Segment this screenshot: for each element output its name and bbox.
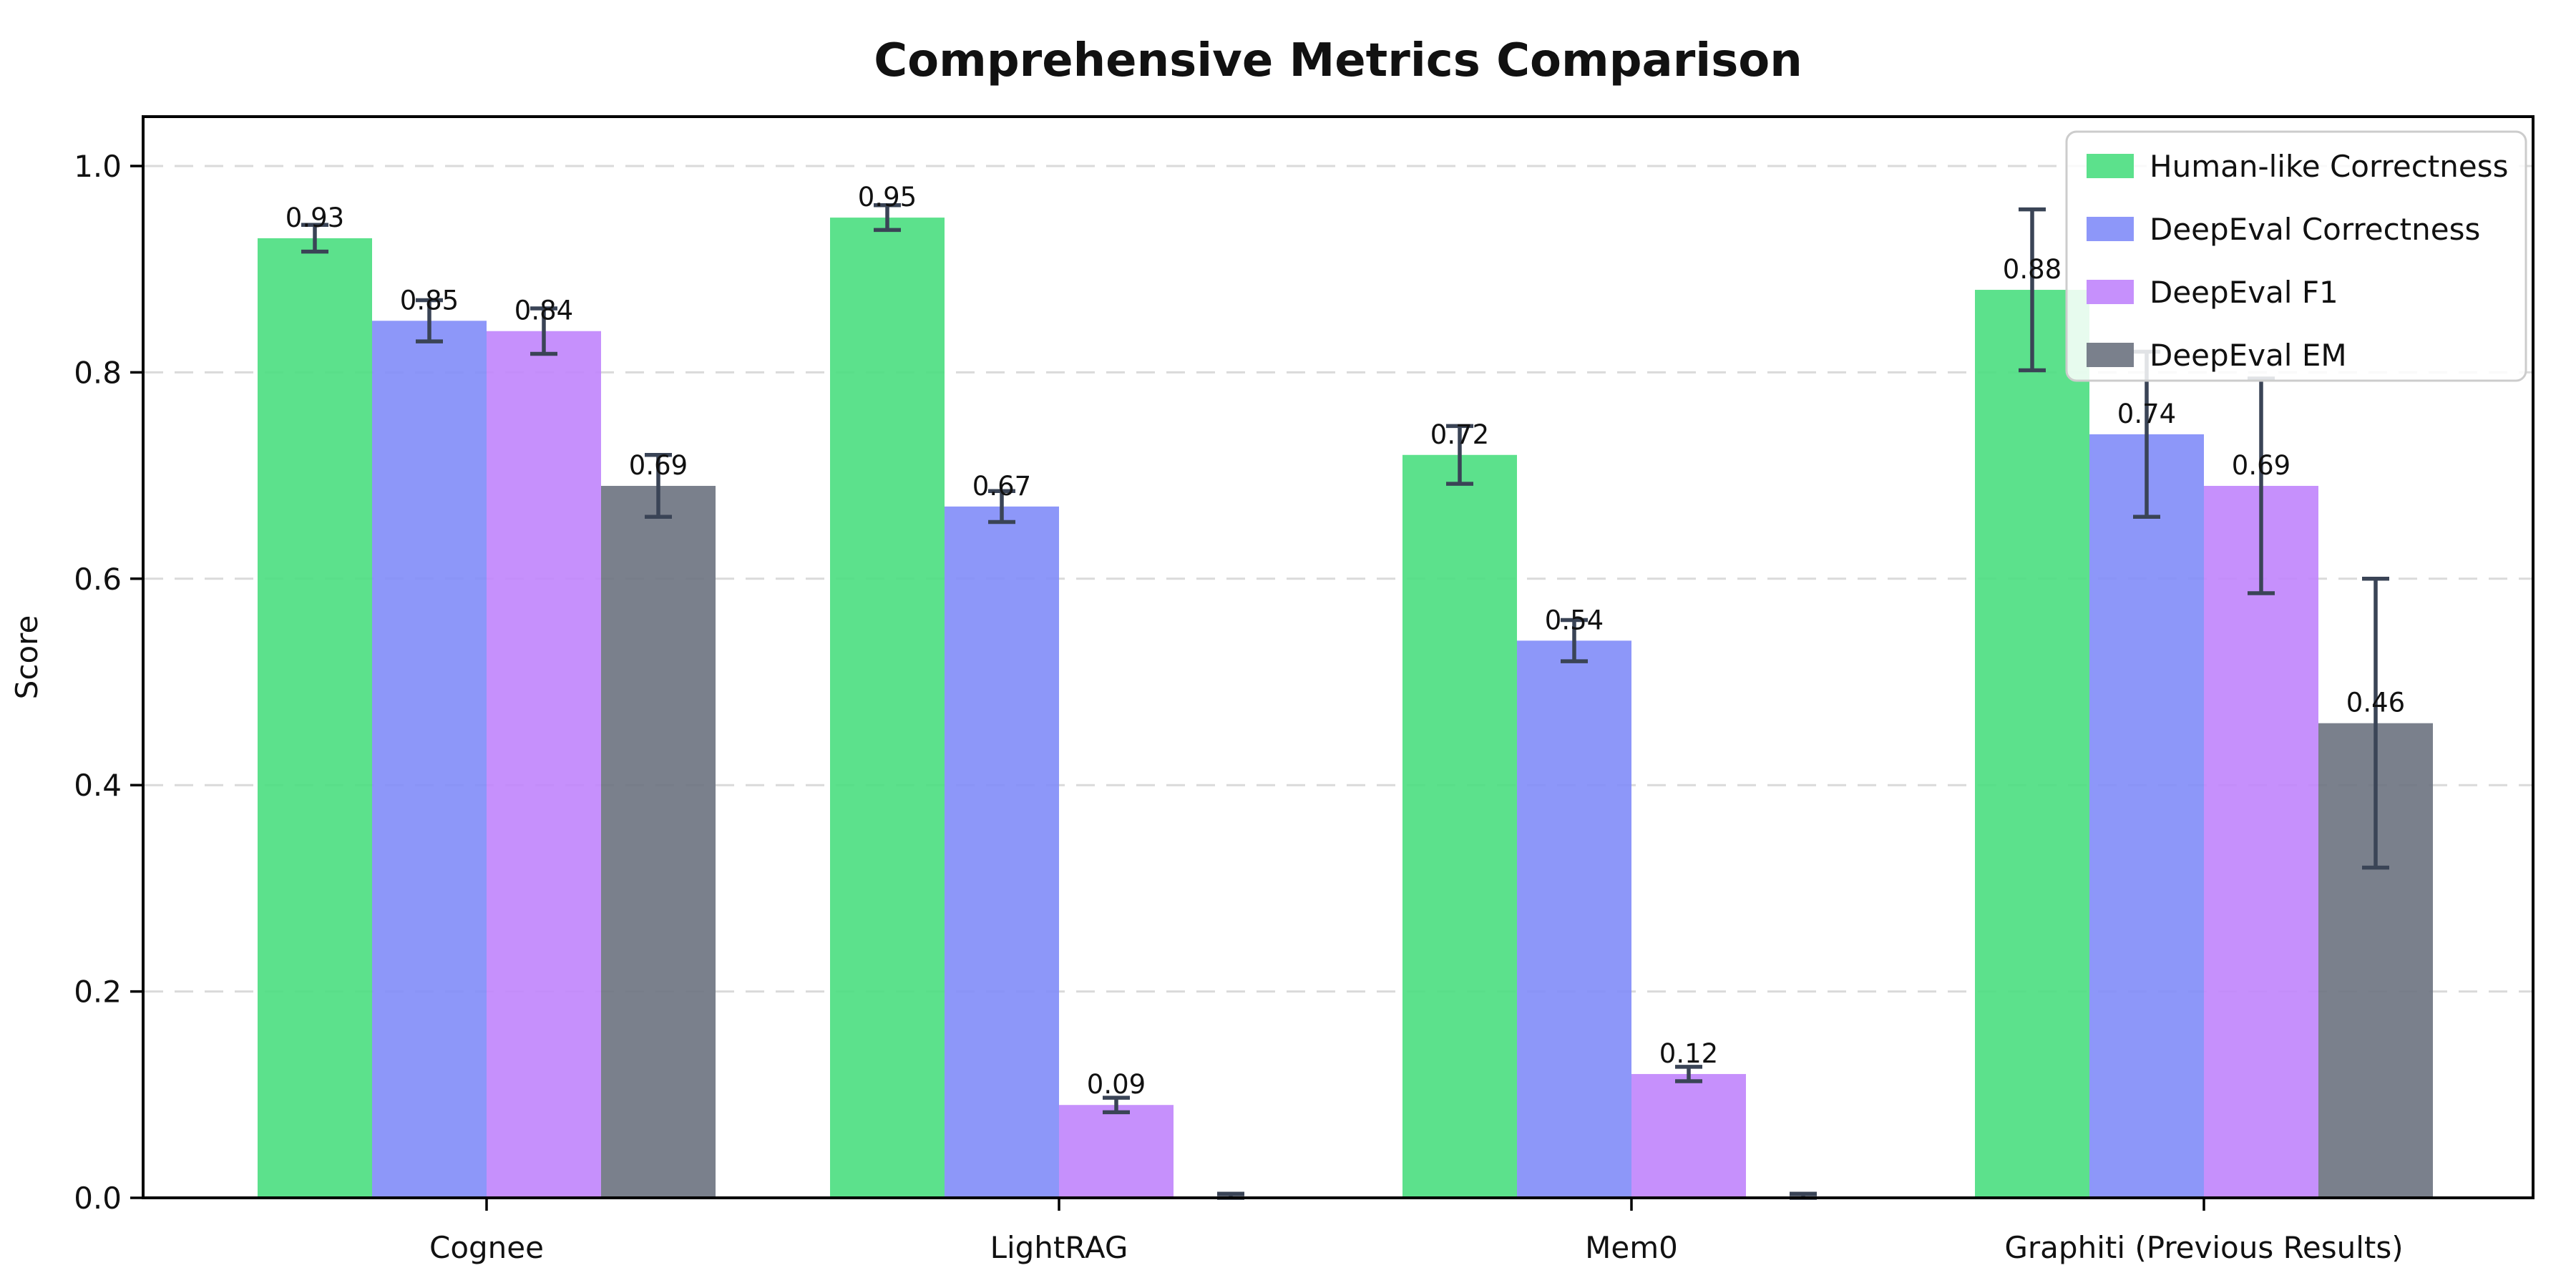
value-label-graphiti-previous-results-deepeval-f1: 0.69: [2232, 450, 2290, 481]
value-labels: 0.93 0.95 0.72 0.88 0.85 0.67 0.54 0.74 0.84 0.09…: [286, 182, 2405, 1100]
legend-item-human-like-correctness: Human-like Correctness: [2087, 149, 2509, 184]
value-label-graphiti-previous-results-human-like-correctness: 0.88: [2003, 254, 2062, 285]
errorbar-mem0-deepeval-f1: [1675, 1065, 1702, 1083]
legend-item-deepeval-em: DeepEval EM: [2087, 338, 2347, 373]
error-bars: [301, 203, 2389, 1200]
y-tick-label-0.2: 0.2: [74, 975, 122, 1010]
value-label-mem0-human-like-correctness: 0.72: [1430, 419, 1489, 450]
errorbar-lightrag-deepeval-f1: [1103, 1096, 1130, 1115]
legend-swatch-deepeval-f1: [2087, 280, 2134, 304]
y-tick-label-0.4: 0.4: [74, 768, 122, 803]
value-label-graphiti-previous-results-deepeval-correctness: 0.74: [2117, 399, 2176, 429]
errorbar-cognee-deepeval-f1: [530, 306, 557, 356]
value-label-cognee-deepeval-f1: 0.84: [514, 296, 573, 326]
x-tick-label-cognee: Cognee: [429, 1230, 544, 1265]
legend-swatch-human-like-correctness: [2087, 154, 2134, 178]
errorbar-cognee-deepeval-correctness: [416, 298, 443, 343]
legend-swatch-deepeval-em: [2087, 343, 2134, 367]
chart-title: Comprehensive Metrics Comparison: [874, 34, 1802, 87]
errorbar-graphiti-previous-results-human-like-correctness: [2019, 207, 2046, 373]
errorbar-mem0-deepeval-correctness: [1561, 618, 1588, 663]
bar-graphiti-previous-results-deepeval-correctness: [2089, 434, 2204, 1199]
errorbar-cognee-human-like-correctness: [301, 223, 328, 254]
bar-cognee-deepeval-f1: [487, 331, 601, 1199]
x-axis: Cognee LightRAG Mem0 Graphiti (Previous Res…: [429, 1198, 2404, 1265]
value-label-cognee-deepeval-correctness: 0.85: [400, 285, 459, 316]
legend-label-deepeval-correctness: DeepEval Correctness: [2150, 212, 2480, 247]
bars: [258, 218, 2433, 1199]
value-label-mem0-deepeval-f1: 0.12: [1659, 1038, 1718, 1069]
x-tick-label-graphiti-previous-results: Graphiti (Previous Results): [2004, 1230, 2403, 1265]
errorbar-lightrag-human-like-correctness: [874, 203, 901, 233]
bar-mem0-human-like-correctness: [1402, 454, 1517, 1198]
legend-item-deepeval-correctness: DeepEval Correctness: [2087, 212, 2480, 247]
errorbar-cognee-deepeval-em: [645, 453, 672, 519]
bar-lightrag-human-like-correctness: [830, 218, 945, 1199]
y-tick-label-0.0: 0.0: [74, 1181, 122, 1216]
bar-graphiti-previous-results-deepeval-f1: [2204, 486, 2318, 1198]
bar-lightrag-deepeval-correctness: [945, 506, 1059, 1198]
y-axis: 0.0 0.2 0.4 0.6 0.8 1.0: [74, 149, 143, 1216]
legend-item-deepeval-f1: DeepEval F1: [2087, 275, 2338, 310]
bar-mem0-deepeval-f1: [1631, 1073, 1746, 1198]
bar-graphiti-previous-results-human-like-correctness: [1975, 290, 2089, 1198]
legend-label-deepeval-em: DeepEval EM: [2150, 338, 2347, 373]
x-tick-label-mem0: Mem0: [1585, 1230, 1678, 1265]
y-tick-label-0.6: 0.6: [74, 562, 122, 597]
x-tick-label-lightrag: LightRAG: [990, 1230, 1128, 1265]
bar-mem0-deepeval-correctness: [1517, 640, 1631, 1198]
value-label-lightrag-human-like-correctness: 0.95: [858, 182, 917, 213]
bar-cognee-human-like-correctness: [258, 238, 372, 1199]
errorbar-mem0-human-like-correctness: [1446, 424, 1473, 486]
legend-swatch-deepeval-correctness: [2087, 217, 2134, 241]
value-label-lightrag-deepeval-correctness: 0.67: [972, 471, 1031, 502]
errorbar-lightrag-deepeval-correctness: [988, 489, 1015, 525]
value-label-graphiti-previous-results-deepeval-em: 0.46: [2346, 688, 2405, 718]
value-label-lightrag-deepeval-f1: 0.09: [1087, 1069, 1146, 1100]
errorbar-graphiti-previous-results-deepeval-em: [2362, 577, 2389, 870]
legend-box: [2065, 130, 2527, 382]
legend: Human-like Correctness DeepEval Correctne…: [2065, 130, 2527, 382]
y-tick-label-1.0: 1.0: [74, 149, 122, 184]
value-label-cognee-human-like-correctness: 0.93: [286, 203, 344, 233]
value-label-mem0-deepeval-correctness: 0.54: [1545, 605, 1604, 635]
bar-cognee-deepeval-correctness: [372, 321, 487, 1198]
y-tick-label-0.8: 0.8: [74, 355, 122, 390]
axes-spines: [142, 115, 2534, 1199]
legend-label-deepeval-f1: DeepEval F1: [2150, 275, 2338, 310]
bar-cognee-deepeval-em: [601, 486, 716, 1198]
y-axis-title: Score: [9, 615, 44, 700]
value-label-cognee-deepeval-em: 0.69: [629, 450, 688, 481]
bar-lightrag-deepeval-f1: [1059, 1105, 1174, 1198]
legend-label-human-like-correctness: Human-like Correctness: [2150, 149, 2509, 184]
